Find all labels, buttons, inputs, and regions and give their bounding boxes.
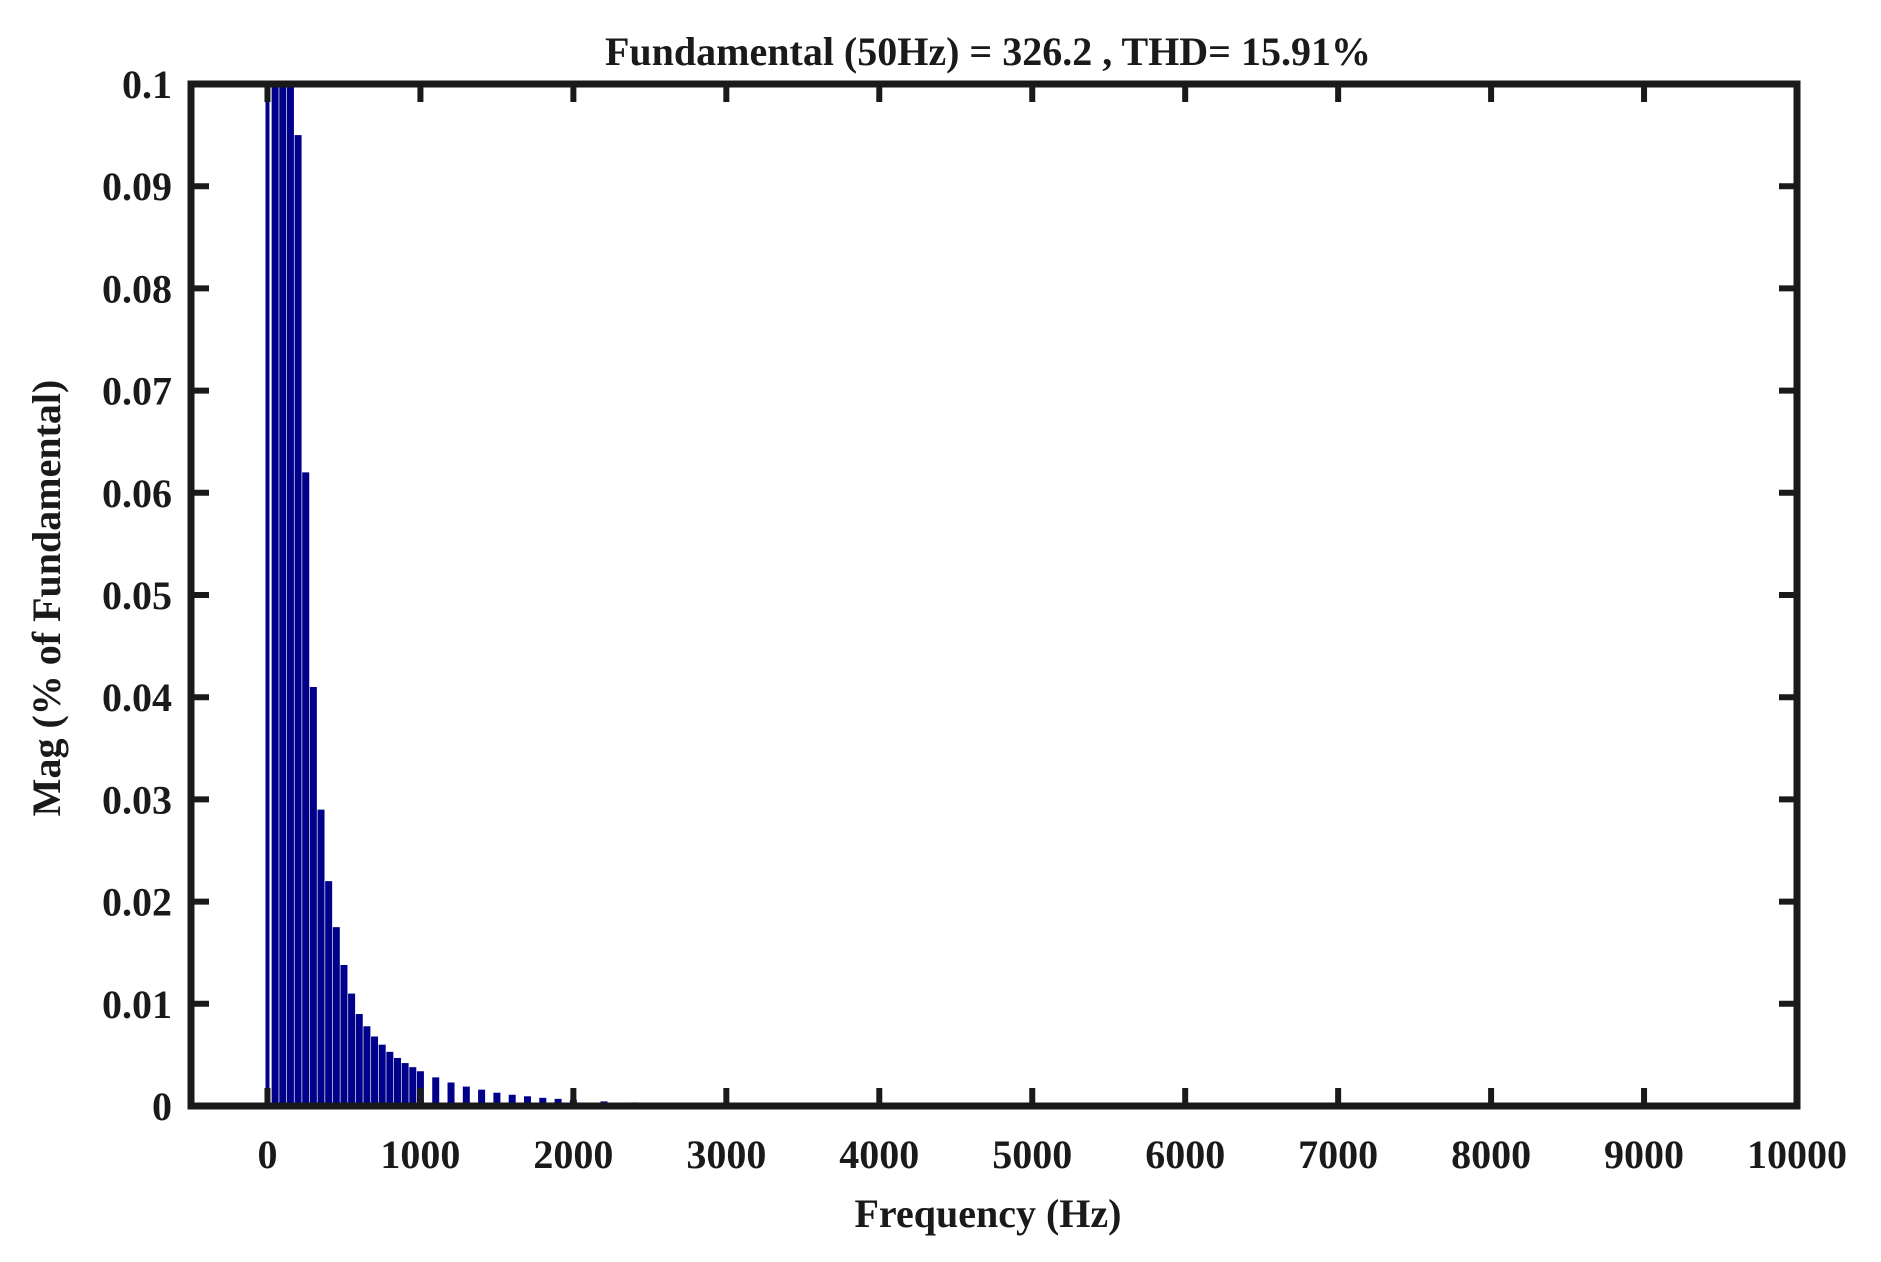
spectrum-bar bbox=[554, 1098, 562, 1106]
y-tick-label: 0.07 bbox=[102, 369, 172, 414]
x-tick-label: 5000 bbox=[992, 1132, 1072, 1177]
spectrum-bar bbox=[363, 1026, 371, 1106]
y-tick-label: 0 bbox=[152, 1084, 172, 1129]
spectrum-bar bbox=[508, 1094, 516, 1106]
spectrum-bar bbox=[462, 1086, 470, 1106]
spectrum-bar bbox=[355, 1014, 363, 1106]
y-tick-label: 0.02 bbox=[102, 880, 172, 925]
y-tick-label: 0.08 bbox=[102, 266, 172, 311]
x-tick-label: 0 bbox=[257, 1132, 277, 1177]
spectrum-bar bbox=[340, 964, 348, 1106]
spectrum-bar bbox=[523, 1096, 531, 1106]
x-tick-label: 7000 bbox=[1298, 1132, 1378, 1177]
x-tick-label: 2000 bbox=[533, 1132, 613, 1177]
y-tick-label: 0.01 bbox=[102, 982, 172, 1027]
plot-area bbox=[187, 80, 1801, 1110]
spectrum-bar bbox=[386, 1051, 394, 1106]
x-tick-label: 6000 bbox=[1145, 1132, 1225, 1177]
x-axis-label: Frequency (Hz) bbox=[855, 1191, 1122, 1236]
spectrum-bar bbox=[378, 1044, 386, 1106]
spectrum-bar bbox=[271, 84, 279, 1106]
x-tick-labels: 0 1000 2000 3000 4000 5000 6000 7000 8000 9000 100… bbox=[257, 1132, 1847, 1177]
spectrum-bar bbox=[447, 1082, 455, 1106]
spectrum-bar bbox=[302, 472, 310, 1106]
x-tick-label: 9000 bbox=[1604, 1132, 1684, 1177]
spectrum-bar bbox=[294, 135, 302, 1107]
y-tick-label: 0.05 bbox=[102, 573, 172, 618]
spectrum-bars bbox=[265, 84, 730, 1107]
y-tick-label: 0.06 bbox=[102, 471, 172, 516]
y-axis-label: Mag (% of Fundamental) bbox=[24, 380, 69, 817]
spectrum-bar bbox=[265, 84, 270, 1106]
spectrum-bar bbox=[279, 84, 287, 1106]
y-tick-label: 0.04 bbox=[102, 675, 172, 720]
x-tick-label: 8000 bbox=[1451, 1132, 1531, 1177]
spectrum-bar bbox=[371, 1036, 379, 1106]
spectrum-bar bbox=[409, 1067, 417, 1106]
spectrum-bar bbox=[286, 84, 294, 1106]
spectrum-bar bbox=[432, 1077, 440, 1106]
spectrum-bar bbox=[325, 881, 333, 1106]
spectrum-bar bbox=[393, 1057, 401, 1106]
spectrum-bar bbox=[309, 686, 317, 1106]
chart-title: Fundamental (50Hz) = 326.2 , THD= 15.91% bbox=[605, 29, 1371, 74]
x-tick-label: 10000 bbox=[1747, 1132, 1847, 1177]
axes-box bbox=[187, 80, 1801, 1110]
x-tick-label: 4000 bbox=[839, 1132, 919, 1177]
spectrum-bar bbox=[401, 1063, 409, 1106]
y-tick-labels: 0 0.01 0.02 0.03 0.04 0.05 0.06 0.07 0.08 0.09 0.1 bbox=[102, 62, 172, 1129]
y-tick-label: 0.09 bbox=[102, 164, 172, 209]
spectrum-bar bbox=[317, 809, 325, 1106]
spectrum-bar bbox=[332, 927, 340, 1106]
spectrum-bar bbox=[348, 993, 356, 1106]
spectrum-bar bbox=[539, 1097, 547, 1106]
spectrum-bar bbox=[493, 1092, 501, 1106]
x-tick-label: 1000 bbox=[380, 1132, 460, 1177]
y-tick-label: 0.1 bbox=[122, 62, 172, 107]
spectrum-bar bbox=[478, 1089, 486, 1106]
x-tick-label: 3000 bbox=[686, 1132, 766, 1177]
y-tick-label: 0.03 bbox=[102, 777, 172, 822]
